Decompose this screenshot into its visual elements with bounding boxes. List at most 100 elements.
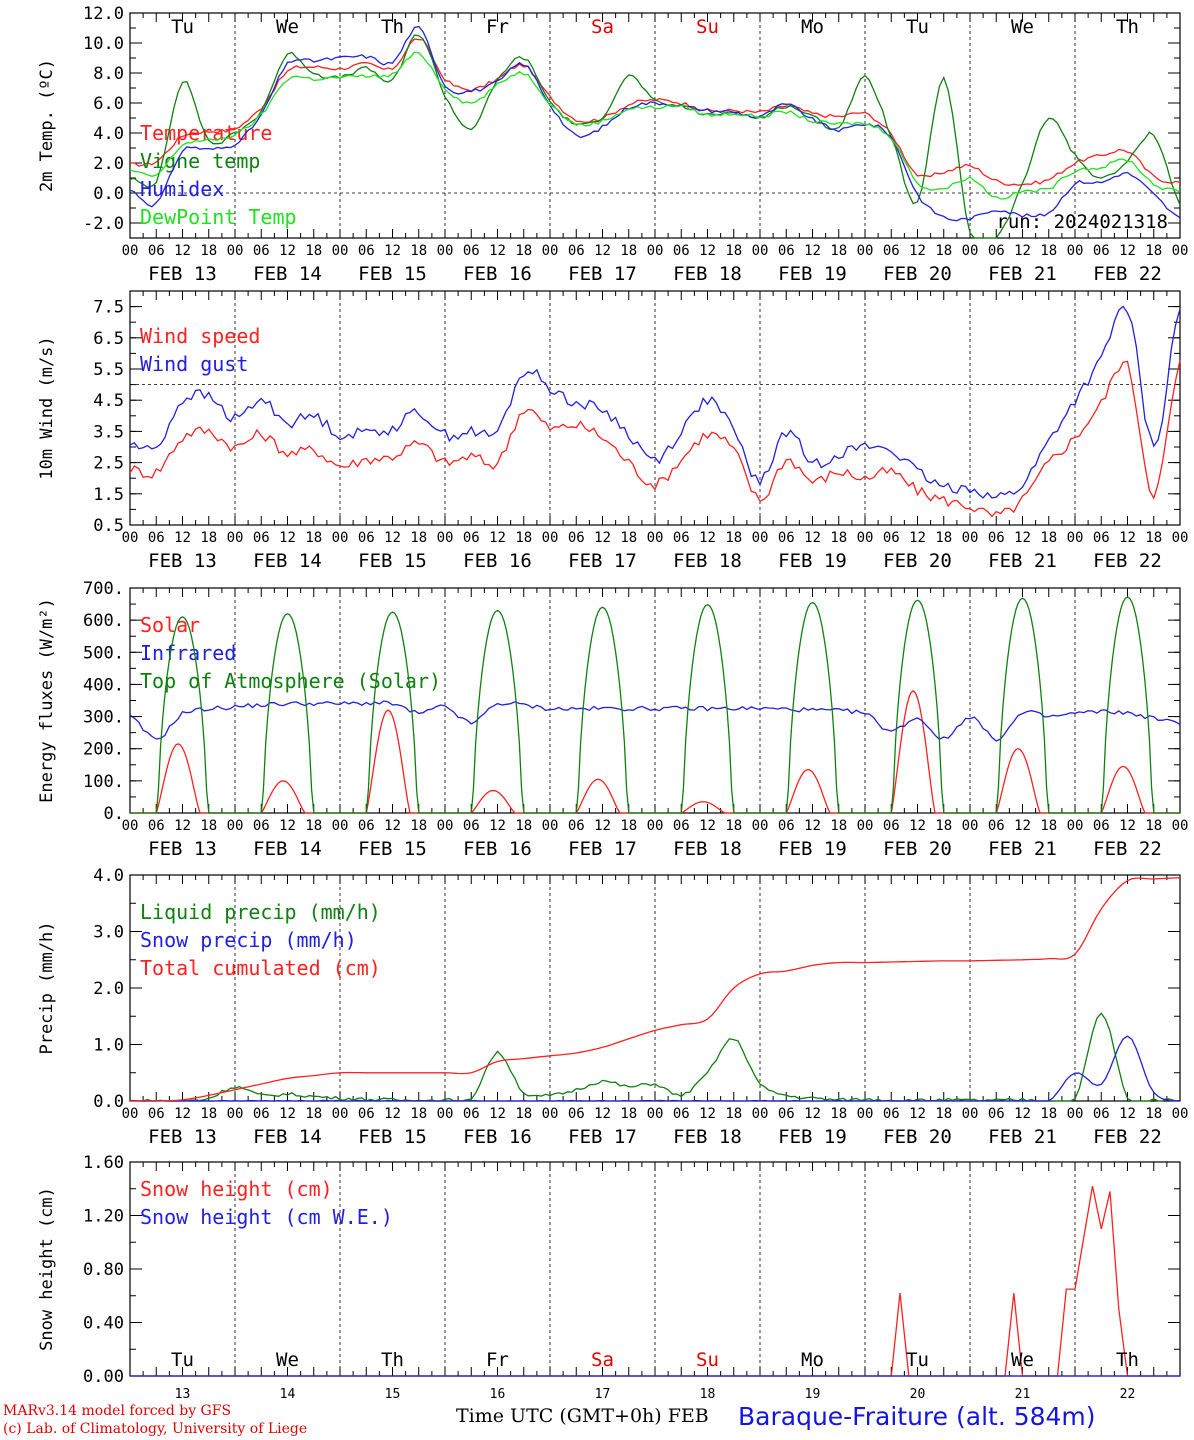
- x-hour-label: 00: [647, 1106, 664, 1122]
- x-date-label: FEB 13: [148, 263, 217, 285]
- x-hour-label: 06: [778, 1106, 795, 1122]
- y-tick-label: 300.: [83, 708, 124, 728]
- y-tick-label: 1.5: [93, 485, 124, 505]
- x-hour-label: 06: [778, 818, 795, 834]
- series-line-3: [129, 25, 1181, 222]
- x-hour-label: 12: [279, 530, 296, 546]
- x-date-label: FEB 19: [778, 838, 847, 860]
- x-hour-label: 06: [988, 818, 1005, 834]
- x-date-label: FEB 22: [1093, 838, 1162, 860]
- x-hour-label: 18: [935, 1106, 952, 1122]
- x-hour-label: 06: [463, 1106, 480, 1122]
- y-tick-label: 600.: [83, 611, 124, 631]
- x-hour-label: 06: [253, 1106, 270, 1122]
- x-hour-label: 06: [673, 818, 690, 834]
- day-name-label: Fr: [486, 16, 509, 38]
- x-date-label: FEB 22: [1093, 550, 1162, 572]
- x-hour-label: 06: [988, 1106, 1005, 1122]
- legend-entry: Snow precip (mm/h): [140, 928, 357, 952]
- x-hour-label: 06: [988, 530, 1005, 546]
- x-hour-label: 06: [568, 243, 585, 259]
- x-hour-label: 06: [673, 243, 690, 259]
- x-hour-label: 06: [358, 243, 375, 259]
- x-hour-label: 18: [935, 530, 952, 546]
- x-hour-label: 12: [279, 1106, 296, 1122]
- x-hour-label: 06: [253, 530, 270, 546]
- y-tick-label: 6.5: [93, 329, 124, 349]
- x-date-label: FEB 15: [358, 1126, 427, 1148]
- x-hour-label: 06: [988, 243, 1005, 259]
- x-hour-label: 18: [620, 818, 637, 834]
- day-name-label: Tu: [906, 1349, 929, 1371]
- y-tick-label: 500.: [83, 643, 124, 663]
- y-tick-label: -2.0: [83, 214, 124, 234]
- x-date-label: FEB 18: [673, 263, 742, 285]
- y-axis-label: Precip (mm/h): [37, 921, 57, 1054]
- x-date-label: FEB 13: [148, 550, 217, 572]
- x-hour-label: 00: [542, 818, 559, 834]
- x-date-label: FEB 17: [568, 263, 637, 285]
- day-name-label: Fr: [486, 1349, 509, 1371]
- x-hour-label: 06: [1093, 818, 1110, 834]
- day-number-label: 19: [805, 1387, 821, 1402]
- series-line-3: [130, 596, 1180, 814]
- x-hour-label: 00: [857, 243, 874, 259]
- y-tick-label: 200.: [83, 740, 124, 760]
- x-hour-label: 12: [699, 1106, 716, 1122]
- x-hour-label: 18: [305, 818, 322, 834]
- y-tick-label: 6.0: [93, 94, 124, 114]
- x-date-label: FEB 17: [568, 838, 637, 860]
- x-hour-label: 12: [909, 1106, 926, 1122]
- x-date-label: FEB 20: [883, 838, 952, 860]
- day-number-label: 16: [490, 1387, 506, 1402]
- x-date-label: FEB 21: [988, 1126, 1057, 1148]
- day-number-label: 20: [910, 1387, 926, 1402]
- y-tick-label: 400.: [83, 675, 124, 695]
- x-date-label: FEB 21: [988, 550, 1057, 572]
- x-hour-label: 06: [148, 530, 165, 546]
- x-date-label: FEB 19: [778, 550, 847, 572]
- x-hour-label: 00: [647, 243, 664, 259]
- x-date-label: FEB 18: [673, 838, 742, 860]
- x-hour-label: 06: [148, 818, 165, 834]
- day-name-label: Th: [1116, 16, 1139, 38]
- x-hour-label: 18: [410, 530, 427, 546]
- x-date-label: FEB 19: [778, 263, 847, 285]
- x-hour-label: 18: [830, 818, 847, 834]
- x-hour-label: 00: [1172, 818, 1189, 834]
- y-tick-label: 0.5: [93, 516, 124, 536]
- series-line-1: [129, 1012, 1180, 1102]
- day-name-label: Su: [696, 1349, 719, 1371]
- x-hour-label: 00: [227, 1106, 244, 1122]
- x-hour-label: 12: [594, 530, 611, 546]
- x-hour-label: 18: [620, 1106, 637, 1122]
- day-number-label: 22: [1120, 1387, 1136, 1402]
- y-tick-label: 0.40: [83, 1314, 124, 1334]
- x-date-label: FEB 16: [463, 550, 532, 572]
- x-date-label: FEB 22: [1093, 1126, 1162, 1148]
- x-hour-label: 00: [752, 243, 769, 259]
- x-hour-label: 18: [1040, 530, 1057, 546]
- x-date-label: FEB 13: [148, 838, 217, 860]
- series-line-2: [129, 305, 1181, 499]
- x-hour-label: 06: [358, 530, 375, 546]
- legend-entry: Humidex: [140, 177, 224, 201]
- x-hour-label: 00: [437, 530, 454, 546]
- x-hour-label: 18: [1145, 530, 1162, 546]
- y-tick-label: 4.5: [93, 391, 124, 411]
- y-tick-label: 3.0: [93, 923, 124, 943]
- x-hour-label: 18: [935, 243, 952, 259]
- x-hour-label: 12: [174, 818, 191, 834]
- x-hour-label: 00: [962, 1106, 979, 1122]
- x-hour-label: 06: [358, 818, 375, 834]
- x-hour-label: 18: [830, 1106, 847, 1122]
- legend-entry: Liquid precip (mm/h): [140, 900, 381, 924]
- x-hour-label: 18: [1040, 243, 1057, 259]
- x-hour-label: 06: [463, 243, 480, 259]
- series-line-2: [129, 700, 1181, 742]
- x-hour-label: 12: [1119, 818, 1136, 834]
- legend-entry: Wind speed: [140, 324, 260, 348]
- x-hour-label: 18: [1145, 243, 1162, 259]
- x-hour-label: 00: [332, 1106, 349, 1122]
- legend-entry: DewPoint Temp: [140, 205, 297, 229]
